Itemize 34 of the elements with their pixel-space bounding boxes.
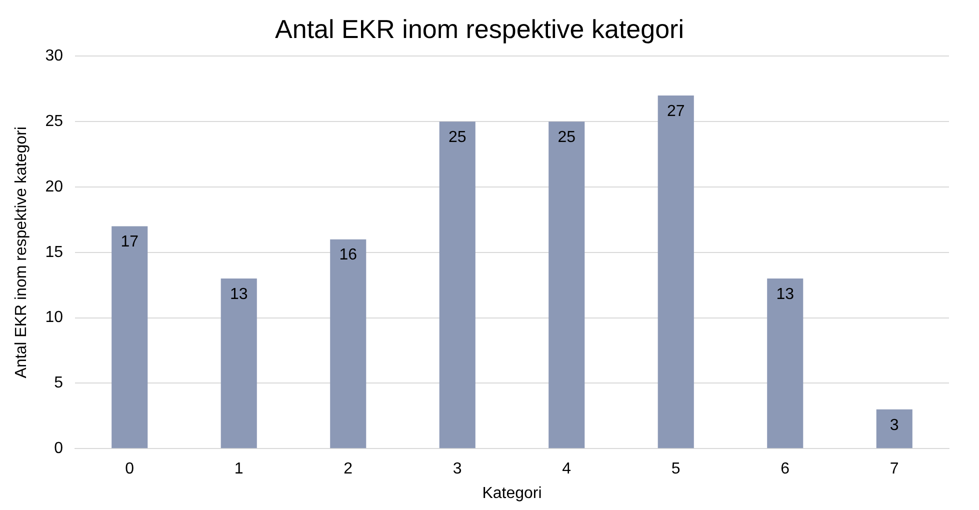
data-label: 16 — [339, 246, 358, 264]
bar — [220, 278, 257, 448]
bar — [658, 95, 694, 448]
x-tick-label: 5 — [671, 460, 680, 478]
bar — [330, 239, 366, 448]
x-tick-label: 4 — [562, 460, 572, 478]
x-tick-label: 3 — [452, 460, 462, 478]
data-label: 3 — [890, 416, 899, 434]
y-tick-label: 30 — [45, 48, 64, 65]
bar — [548, 122, 585, 448]
data-label: 13 — [230, 286, 248, 303]
y-axis-title: Antal EKR inom respektive kategori — [13, 126, 30, 378]
bar — [439, 122, 476, 448]
x-tick-label: 1 — [234, 460, 244, 478]
bar — [876, 409, 912, 448]
bar — [767, 278, 804, 448]
data-label: 25 — [558, 129, 576, 146]
y-tick-label: 25 — [45, 113, 64, 130]
x-tick-label: 2 — [344, 460, 353, 478]
chart-title: Antal EKR inom respektive kategori — [275, 14, 684, 44]
data-label: 25 — [448, 129, 466, 146]
x-tick-label: 0 — [125, 460, 134, 478]
y-tick-label: 20 — [45, 178, 64, 196]
y-tick-label: 10 — [45, 309, 64, 326]
y-tick-label: 5 — [54, 374, 64, 392]
x-axis-title: Kategori — [482, 484, 542, 502]
data-label: 17 — [120, 234, 139, 251]
x-tick-label: 6 — [780, 460, 790, 478]
data-label: 13 — [776, 286, 794, 303]
y-tick-label: 15 — [45, 244, 64, 261]
bar — [112, 226, 148, 448]
data-label: 27 — [666, 102, 685, 120]
y-tick-label: 0 — [54, 440, 64, 458]
x-tick-label: 7 — [890, 460, 899, 478]
